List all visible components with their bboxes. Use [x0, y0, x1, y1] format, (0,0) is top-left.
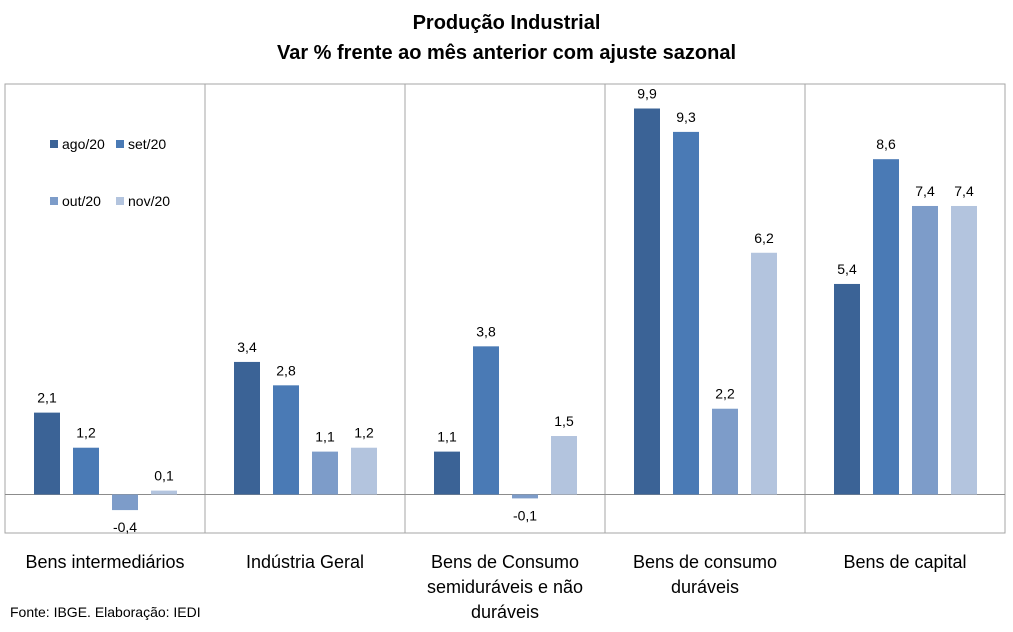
data-label: 1,5: [554, 413, 574, 429]
bar: [951, 205, 977, 495]
data-label: 2,1: [37, 390, 57, 406]
category-label: Bens de capital: [843, 552, 966, 572]
data-label: 0,1: [154, 468, 174, 484]
bar: [512, 494, 538, 499]
data-label: 2,2: [715, 386, 735, 402]
data-label: -0,4: [113, 519, 137, 535]
bar: [912, 205, 938, 495]
bar: [151, 490, 177, 495]
category-label: Bens intermediários: [25, 552, 184, 572]
data-label: 8,6: [876, 136, 896, 152]
chart-title: Produção Industrial: [412, 12, 601, 34]
data-label: 1,1: [315, 429, 335, 445]
bar: [751, 252, 777, 495]
data-label: 5,4: [837, 261, 857, 277]
bar: [834, 283, 860, 495]
data-label: 9,9: [637, 86, 657, 102]
category-label: Indústria Geral: [246, 552, 364, 572]
data-label: -0,1: [513, 507, 537, 523]
bar: [634, 108, 660, 495]
bar: [234, 361, 260, 495]
bar: [273, 385, 299, 495]
legend-swatch: [50, 197, 58, 205]
data-label: 1,2: [354, 425, 374, 441]
legend-swatch: [116, 140, 124, 148]
category-label: Bens de consumo: [633, 552, 777, 572]
legend-label: ago/20: [62, 136, 105, 152]
data-label: 2,8: [276, 362, 296, 378]
data-label: 1,2: [76, 425, 96, 441]
legend-swatch: [116, 197, 124, 205]
data-label: 6,2: [754, 230, 774, 246]
bar: [873, 159, 899, 495]
data-label: 7,4: [915, 183, 935, 199]
legend-label: nov/20: [128, 193, 170, 209]
legend-swatch: [50, 140, 58, 148]
bar: [73, 447, 99, 495]
bar: [351, 447, 377, 495]
bar: [34, 412, 60, 495]
chart-subtitle: Var % frente ao mês anterior com ajuste …: [276, 42, 737, 64]
data-label: 1,1: [437, 429, 457, 445]
legend-label: set/20: [128, 136, 166, 152]
bar: [312, 451, 338, 495]
bar: [112, 494, 138, 511]
category-label: semiduráveis e não: [427, 577, 583, 597]
bar: [673, 131, 699, 495]
data-label: 9,3: [676, 109, 696, 125]
data-label: 3,4: [237, 339, 257, 355]
category-label: duráveis: [671, 577, 739, 597]
category-label: duráveis: [471, 602, 539, 622]
bar: [434, 451, 460, 495]
plot-frame: [4, 83, 1006, 534]
bar: [712, 408, 738, 495]
data-label: 7,4: [954, 183, 974, 199]
source-note: Fonte: IBGE. Elaboração: IEDI: [10, 604, 201, 620]
data-label: 3,8: [476, 323, 496, 339]
bar: [473, 346, 499, 495]
legend-label: out/20: [62, 193, 101, 209]
category-label: Bens de Consumo: [431, 552, 579, 572]
bar: [551, 436, 577, 495]
